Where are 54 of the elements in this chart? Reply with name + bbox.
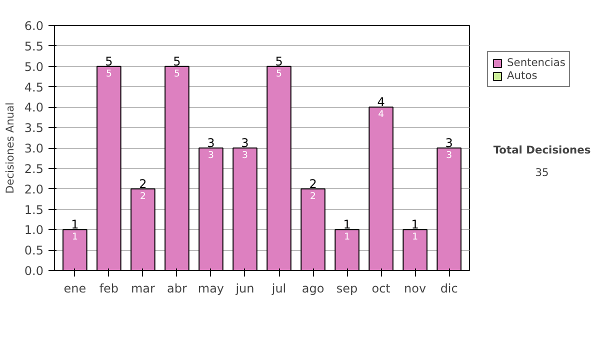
legend-label: Autos xyxy=(507,69,538,82)
total-label: 1 xyxy=(343,218,351,232)
data-label: 2 xyxy=(310,190,316,202)
x-tick-label: may xyxy=(198,282,224,296)
data-label: 1 xyxy=(412,232,418,243)
x-tick-label: abr xyxy=(167,282,187,296)
text: 3.0 xyxy=(24,142,44,156)
text: 5.0 xyxy=(24,60,44,74)
x-tick-label: mar xyxy=(130,282,155,296)
text: 2.5 xyxy=(24,162,44,176)
total-label: 3 xyxy=(207,136,215,150)
text: 1.5 xyxy=(24,202,44,217)
total-label: 1 xyxy=(411,218,419,232)
total-label: 5 xyxy=(275,54,283,68)
data-label: 4 xyxy=(378,109,384,120)
data-label: 2 xyxy=(140,190,146,202)
total-label: 2 xyxy=(309,176,317,191)
text: 1.0 xyxy=(24,223,44,238)
text: 35 xyxy=(535,166,549,180)
y-axis-title: Decisiones Anual xyxy=(3,102,16,194)
total-label: 2 xyxy=(139,176,147,191)
x-tick-label: nov xyxy=(404,282,426,296)
text: Total Decisiones xyxy=(493,144,591,156)
text: 4.5 xyxy=(24,80,44,94)
text: 0.5 xyxy=(24,244,44,258)
total-label: 5 xyxy=(173,54,181,68)
data-label: 1 xyxy=(72,232,78,243)
total-label: 4 xyxy=(377,95,385,110)
x-tick-label: ago xyxy=(302,282,324,296)
data-label: 5 xyxy=(276,68,282,80)
text: 4.0 xyxy=(24,100,44,115)
data-label: 3 xyxy=(208,150,214,161)
data-label: 3 xyxy=(446,150,452,161)
text: 5.5 xyxy=(24,39,44,54)
text: 2.0 xyxy=(24,182,44,196)
x-tick-label: dic xyxy=(440,282,458,296)
text: 0.0 xyxy=(24,264,44,278)
text: 3.5 xyxy=(24,121,44,136)
data-label: 5 xyxy=(106,68,112,80)
total-label: 5 xyxy=(105,54,113,68)
x-tick-label: oct xyxy=(372,282,391,296)
total-label: 3 xyxy=(241,136,249,150)
data-label: 1 xyxy=(344,232,350,243)
x-tick-label: jul xyxy=(270,282,286,296)
data-label: 3 xyxy=(242,150,248,161)
legend-label: Sentencias xyxy=(507,56,566,69)
x-tick-label: jun xyxy=(234,282,254,296)
x-tick-label: ene xyxy=(64,282,86,296)
x-tick-label: sep xyxy=(336,282,358,296)
total-label: 1 xyxy=(71,218,79,232)
x-tick-label: feb xyxy=(99,282,119,296)
text: 6.0 xyxy=(24,19,44,33)
total-label: 3 xyxy=(445,136,453,150)
data-label: 5 xyxy=(174,68,180,80)
